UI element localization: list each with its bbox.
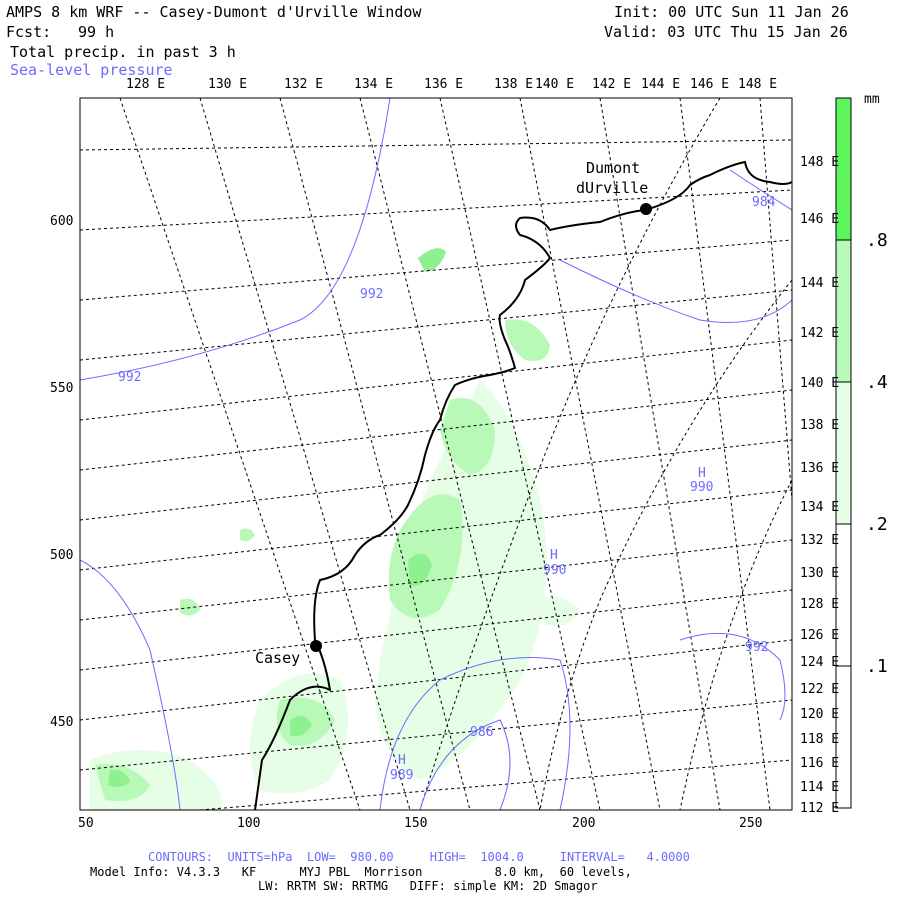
colorbar-label: .2 [866, 514, 888, 535]
y-tick: 600 [50, 214, 74, 229]
top-lon-label: 146 E [690, 77, 730, 92]
colorbar-swatch-0.4 [835, 239, 852, 383]
right-lon-label: 142 E [800, 326, 840, 341]
top-lon-label: 136 E [424, 77, 464, 92]
right-lon-label: 138 E [800, 418, 840, 433]
right-lon-label: 140 E [800, 376, 840, 391]
pressure-contours [80, 98, 792, 810]
station-dumont-label-2: dUrville [576, 179, 649, 197]
contour-info: CONTOURS: UNITS=hPa LOW= 980.00 HIGH= 10… [148, 850, 690, 864]
top-lon-label: 130 E [208, 77, 248, 92]
right-lon-label: 126 E [800, 628, 840, 643]
y-tick: 450 [50, 715, 74, 730]
valid-time: Valid: 03 UTC Thu 15 Jan 26 [604, 23, 848, 41]
top-lon-label: 132 E [284, 77, 324, 92]
overlay-name: Sea-level pressure [10, 61, 173, 79]
top-lon-label: 148 E [738, 77, 778, 92]
right-lon-label: 124 E [800, 655, 840, 670]
right-lon-label: 112 E [800, 801, 840, 816]
y-tick: 500 [50, 548, 74, 563]
forecast-label: Fcst: [6, 23, 52, 41]
pressure-label: 990 [690, 480, 714, 495]
pressure-label: 992 [745, 640, 769, 655]
x-tick: 200 [572, 816, 596, 831]
station-casey-label: Casey [255, 649, 301, 667]
right-lon-label: 136 E [800, 461, 840, 476]
right-lon-label: 114 E [800, 780, 840, 795]
colorbar-label: .4 [866, 372, 888, 393]
pressure-label: 992 [118, 370, 142, 385]
pressure-label: 986 [470, 725, 494, 740]
x-tick: 150 [404, 816, 428, 831]
x-tick: 100 [237, 816, 261, 831]
right-lon-label: 134 E [800, 500, 840, 515]
pressure-label: 989 [390, 768, 414, 783]
top-lon-label: 140 E [535, 77, 575, 92]
colorbar-label: .8 [866, 230, 888, 251]
top-lon-label: 142 E [592, 77, 632, 92]
x-tick: 250 [739, 816, 763, 831]
right-lon-label: 116 E [800, 756, 840, 771]
colorbar-label: .1 [866, 656, 888, 677]
precip-shading [90, 248, 580, 810]
high-marker: H [398, 753, 406, 768]
right-lon-label: 148 E [800, 155, 840, 170]
top-lon-label: 144 E [641, 77, 681, 92]
high-marker: H [698, 466, 706, 481]
colorbar-swatch-0 [835, 665, 852, 809]
station-dumont-durville-marker [640, 203, 652, 215]
top-lon-label: 128 E [126, 77, 166, 92]
colorbar-unit: mm [864, 92, 880, 107]
right-lon-label: 122 E [800, 682, 840, 697]
right-lon-label: 132 E [800, 533, 840, 548]
field-name: Total precip. in past 3 h [10, 43, 236, 61]
right-lon-label: 118 E [800, 732, 840, 747]
right-lon-label: 146 E [800, 212, 840, 227]
pressure-label: 990 [543, 563, 567, 578]
forecast-hour: 99 h [78, 23, 115, 41]
coastline [254, 160, 792, 810]
top-lon-label: 134 E [354, 77, 394, 92]
pressure-label: 984 [752, 195, 776, 210]
pressure-label: 992 [360, 287, 384, 302]
top-lon-label: 138 E [494, 77, 534, 92]
model-info-line1: Model Info: V4.3.3 KF MYJ PBL Morrison 8… [90, 865, 632, 879]
high-marker: H [550, 548, 558, 563]
right-lon-label: 130 E [800, 566, 840, 581]
station-casey-marker [310, 640, 322, 652]
station-dumont-label-1: Dumont [586, 159, 641, 177]
x-tick: 50 [78, 816, 94, 831]
model-info-line2: LW: RRTM SW: RRTMG DIFF: simple KM: 2D S… [258, 879, 598, 893]
right-lon-label: 120 E [800, 707, 840, 722]
map-frame [79, 97, 793, 811]
y-tick: 550 [50, 381, 74, 396]
map-title: AMPS 8 km WRF -- Casey-Dumont d'Urville … [6, 3, 422, 21]
init-time: Init: 00 UTC Sun 11 Jan 26 [614, 3, 849, 21]
graticule [80, 98, 792, 810]
right-lon-label: 128 E [800, 597, 840, 612]
right-lon-label: 144 E [800, 276, 840, 291]
colorbar [835, 97, 852, 809]
